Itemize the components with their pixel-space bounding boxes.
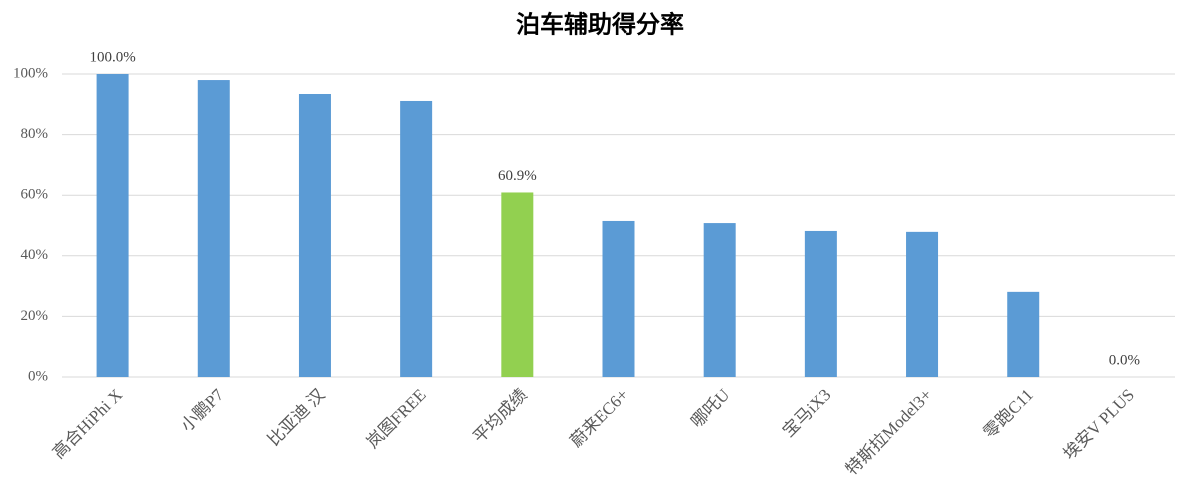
x-tick-label: 高合HiPhi X bbox=[49, 385, 126, 462]
y-tick-label: 0% bbox=[28, 368, 48, 384]
y-tick-label: 80% bbox=[21, 126, 49, 142]
bar bbox=[703, 223, 736, 377]
bar bbox=[804, 230, 837, 377]
y-tick-label: 20% bbox=[21, 308, 49, 324]
chart-title: 泊车辅助得分率 bbox=[516, 11, 684, 39]
y-tick-label: 100% bbox=[13, 65, 48, 81]
x-tick-label: 小鹏P7 bbox=[177, 385, 228, 436]
bar bbox=[906, 231, 939, 377]
x-tick-label: 平均成绩 bbox=[469, 385, 531, 447]
y-tick-label: 40% bbox=[21, 247, 49, 263]
x-tick-label: 哪吒U bbox=[687, 385, 733, 431]
value-label: 100.0% bbox=[89, 49, 135, 65]
value-label: 60.9% bbox=[498, 168, 537, 184]
bar bbox=[602, 220, 635, 377]
x-tick-label: 特斯拉Model3+ bbox=[842, 385, 936, 479]
x-tick-label: 岚图FREE bbox=[363, 385, 430, 452]
y-tick-label: 60% bbox=[21, 187, 49, 203]
bar bbox=[1007, 291, 1040, 377]
x-tick-label: 比亚迪 汉 bbox=[264, 385, 329, 450]
bar bbox=[96, 74, 129, 377]
x-tick-label: 蔚来EC6+ bbox=[566, 385, 632, 451]
x-tick-label: 宝马iX3 bbox=[779, 385, 835, 441]
bar bbox=[298, 93, 331, 378]
x-tick-label: 零跑C11 bbox=[980, 385, 1037, 442]
bar bbox=[501, 192, 534, 377]
bar bbox=[400, 100, 433, 377]
bar bbox=[197, 80, 230, 377]
x-tick-label: 埃安V PLUS bbox=[1060, 385, 1138, 463]
value-label: 0.0% bbox=[1109, 352, 1140, 368]
